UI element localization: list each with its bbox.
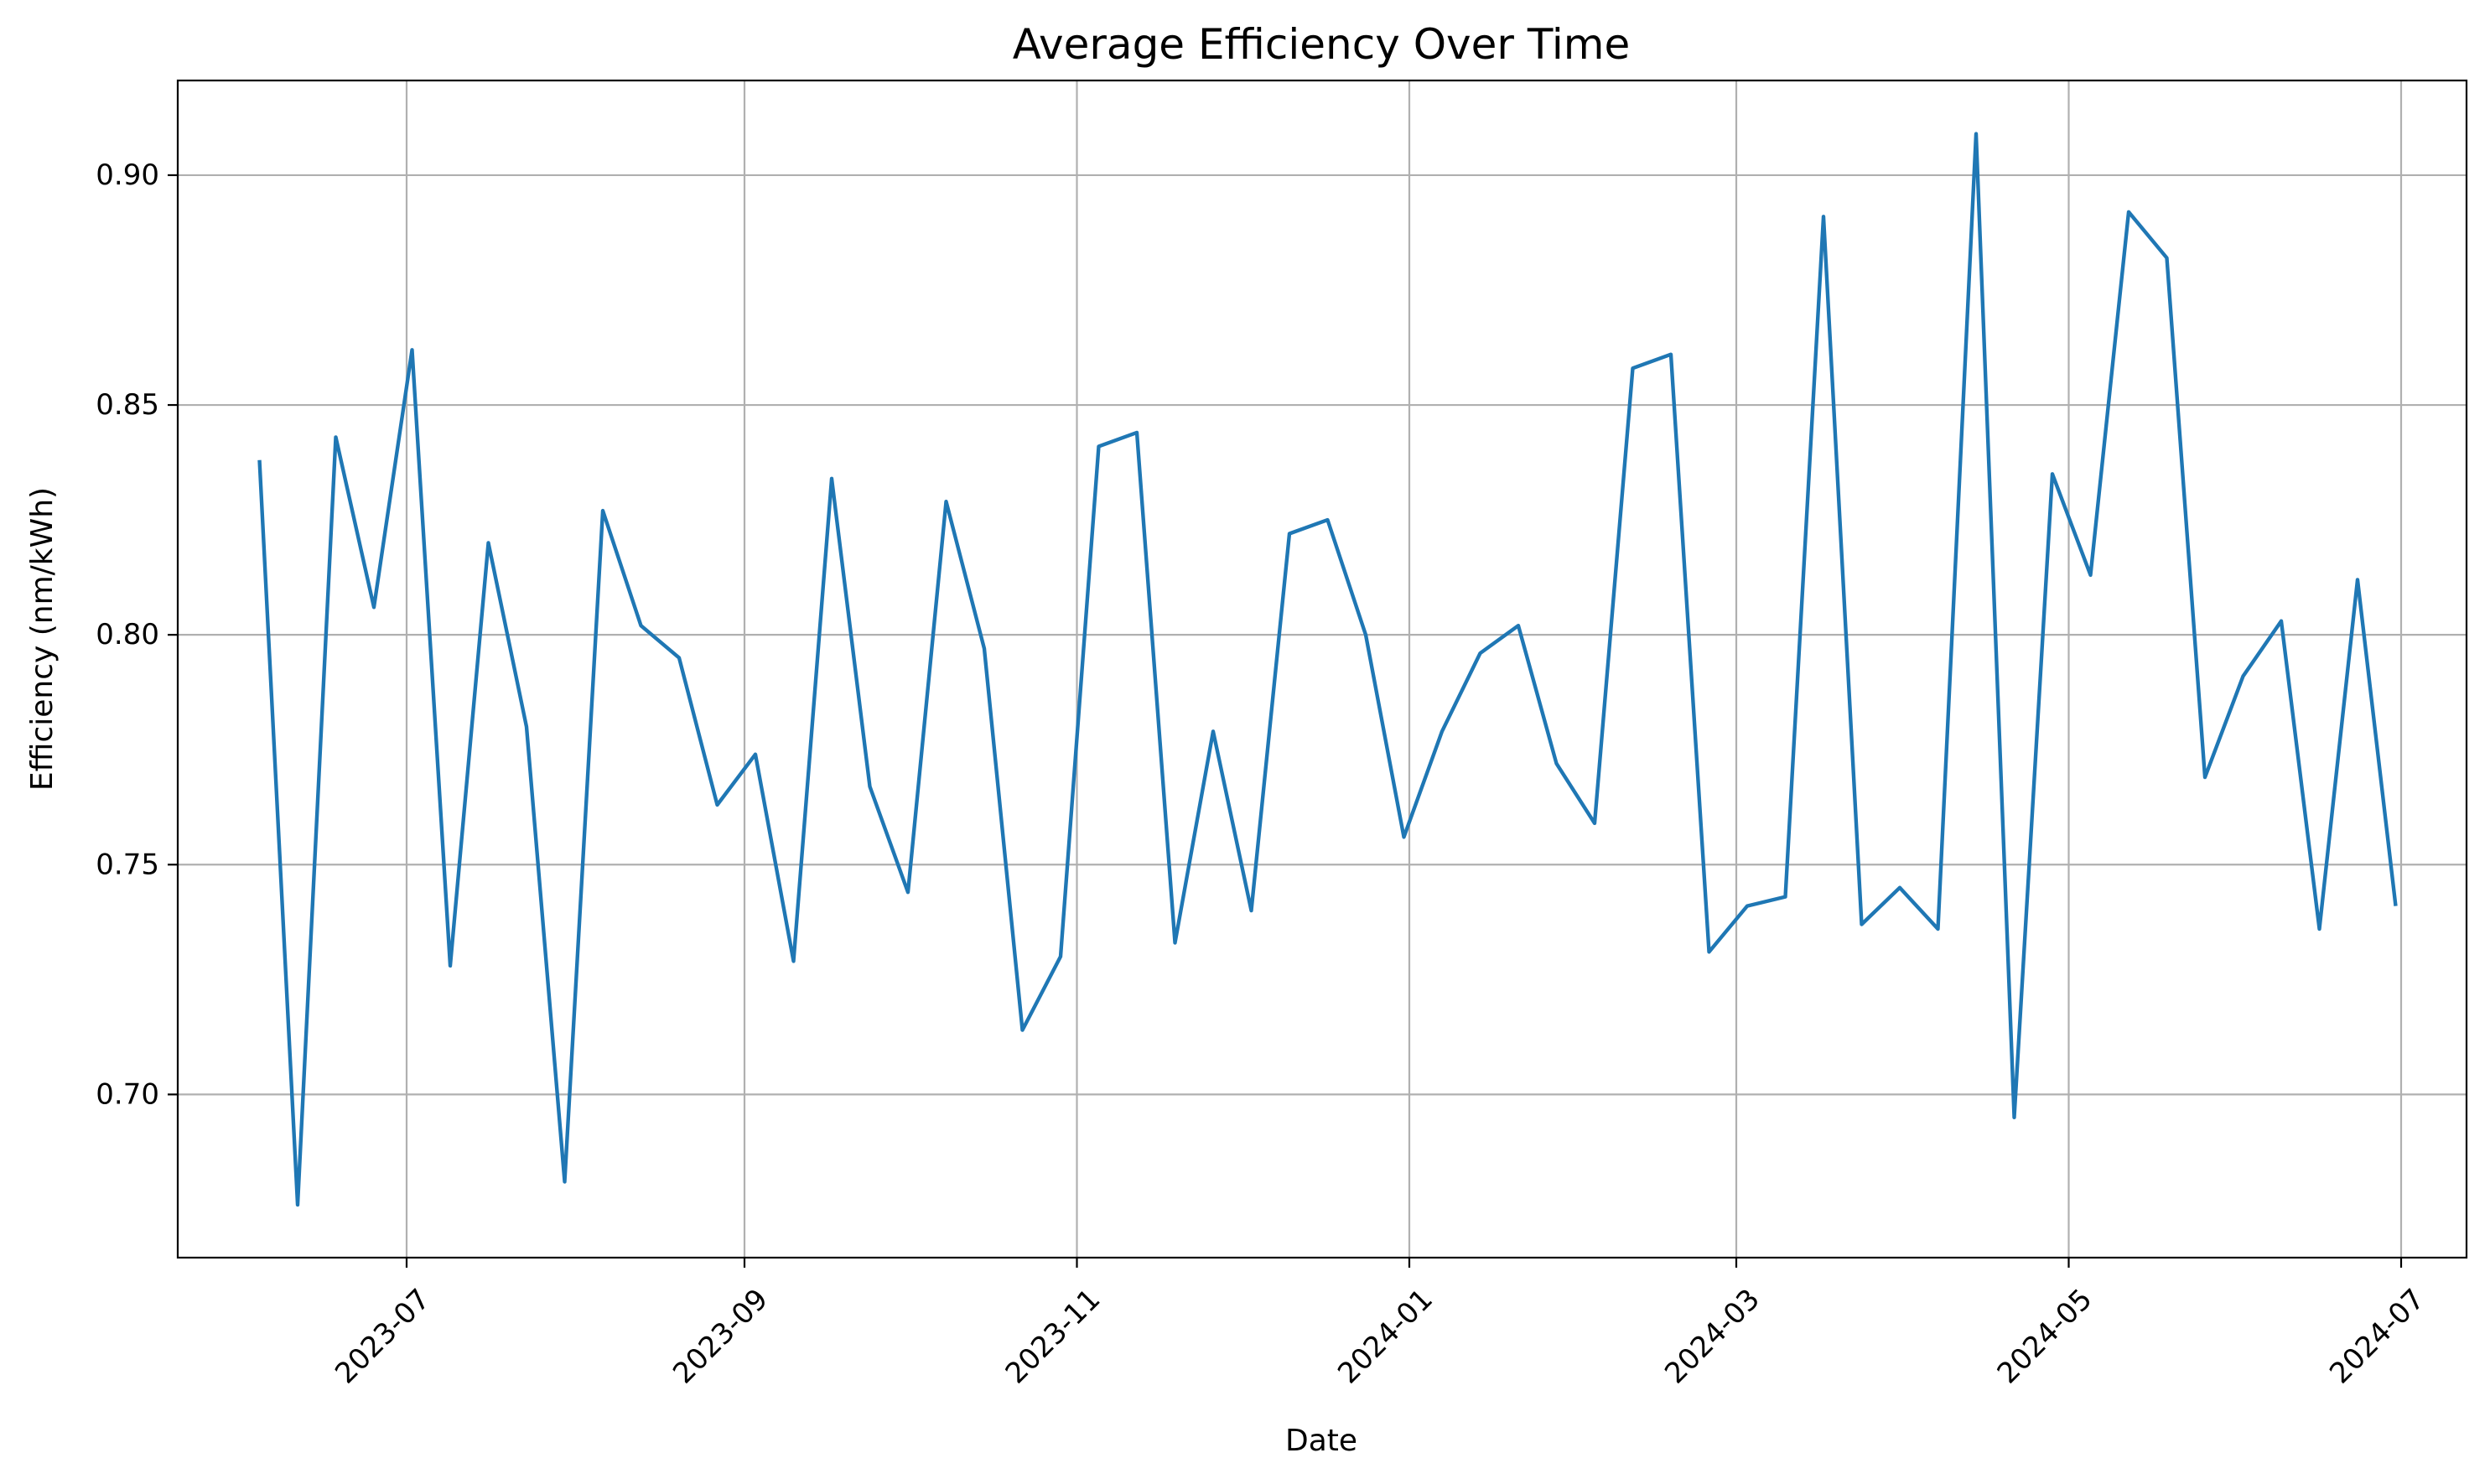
x-gridlines [405, 80, 2403, 1258]
x-axis-label: Date [1285, 1424, 1357, 1458]
y-tick-label: 0.70 [96, 1077, 159, 1111]
y-gridlines [178, 174, 2467, 1096]
y-tick-label: 0.90 [96, 158, 159, 192]
plot-area-frame [176, 79, 2468, 1259]
y-axis-label: Efficiency (nm/kWh) [25, 487, 60, 791]
chart-title: Average Efficiency Over Time [1013, 20, 1630, 69]
y-tick-label: 0.80 [96, 618, 159, 651]
y-axis-ticks: 0.70 0.75 0.80 0.85 0.90 [96, 158, 178, 1111]
y-tick-label: 0.75 [96, 848, 159, 881]
y-tick-label: 0.85 [96, 388, 159, 422]
series-layer [257, 132, 2398, 1207]
series-line-0 [257, 132, 2398, 1207]
